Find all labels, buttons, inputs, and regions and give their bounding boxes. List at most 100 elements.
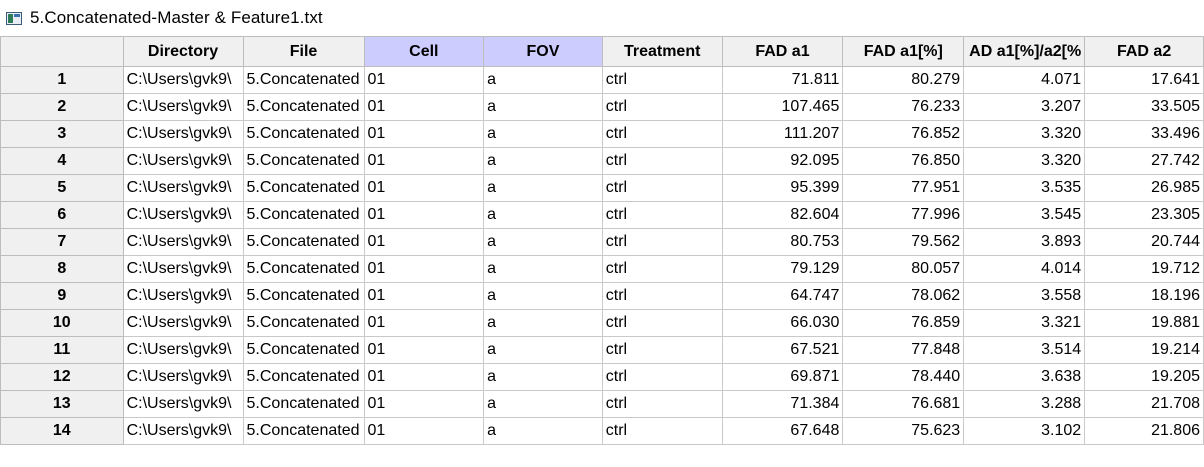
cell-cell[interactable]: 01 (363, 417, 485, 445)
row-number[interactable]: 12 (0, 363, 124, 391)
cell-fad-a1[interactable]: 67.521 (721, 336, 844, 364)
cell-fad-a1-percent[interactable]: 80.057 (842, 255, 965, 283)
cell-file[interactable]: 5.Concatenated (242, 336, 365, 364)
cell-fad-a1[interactable]: 95.399 (721, 174, 844, 202)
cell-file[interactable]: 5.Concatenated (242, 417, 365, 445)
cell-fad-a2[interactable]: 19.214 (1084, 336, 1204, 364)
cell-fad-a2[interactable]: 19.712 (1084, 255, 1204, 283)
row-number[interactable]: 13 (0, 390, 124, 418)
cell-directory[interactable]: C:\Users\gvk9\ (122, 93, 244, 121)
cell-directory[interactable]: C:\Users\gvk9\ (122, 309, 244, 337)
cell-fad-a1-percent[interactable]: 77.996 (842, 201, 965, 229)
cell-fad-a2[interactable]: 19.881 (1084, 309, 1204, 337)
cell-directory[interactable]: C:\Users\gvk9\ (122, 363, 244, 391)
cell-fad-a1-percent[interactable]: 79.562 (842, 228, 965, 256)
cell-fad-a1[interactable]: 71.811 (721, 66, 844, 94)
table-row[interactable]: 5 C:\Users\gvk9\ 5.Concatenated 01 a ctrl 95.3… (0, 174, 1204, 202)
cell-treatment[interactable]: ctrl (601, 390, 723, 418)
cell-file[interactable]: 5.Concatenated (242, 363, 365, 391)
cell-fov[interactable]: a (483, 363, 603, 391)
cell-fad-a2[interactable]: 17.641 (1084, 66, 1204, 94)
cell-file[interactable]: 5.Concatenated (242, 309, 365, 337)
column-header-treatment[interactable]: Treatment (601, 36, 723, 67)
cell-directory[interactable]: C:\Users\gvk9\ (122, 336, 244, 364)
table-row[interactable]: 10 C:\Users\gvk9\ 5.Concatenated 01 a ctrl 66.… (0, 309, 1204, 337)
cell-fad-a1-percent[interactable]: 76.233 (842, 93, 965, 121)
cell-fad-a1-a2-ratio[interactable]: 3.321 (963, 309, 1086, 337)
cell-fad-a1-percent[interactable]: 77.951 (842, 174, 965, 202)
cell-file[interactable]: 5.Concatenated (242, 282, 365, 310)
cell-directory[interactable]: C:\Users\gvk9\ (122, 417, 244, 445)
cell-fov[interactable]: a (483, 201, 603, 229)
cell-file[interactable]: 5.Concatenated (242, 201, 365, 229)
cell-fad-a2[interactable]: 19.205 (1084, 363, 1204, 391)
cell-fad-a1-a2-ratio[interactable]: 3.545 (963, 201, 1086, 229)
cell-directory[interactable]: C:\Users\gvk9\ (122, 255, 244, 283)
cell-cell[interactable]: 01 (363, 201, 485, 229)
row-number[interactable]: 8 (0, 255, 124, 283)
cell-fad-a2[interactable]: 21.806 (1084, 417, 1204, 445)
cell-treatment[interactable]: ctrl (601, 255, 723, 283)
cell-fad-a1-a2-ratio[interactable]: 3.558 (963, 282, 1086, 310)
table-row[interactable]: 3 C:\Users\gvk9\ 5.Concatenated 01 a ctrl 111.… (0, 120, 1204, 148)
cell-cell[interactable]: 01 (363, 336, 485, 364)
cell-fad-a1-percent[interactable]: 76.859 (842, 309, 965, 337)
corner-header[interactable] (0, 36, 124, 67)
cell-fad-a1-percent[interactable]: 78.440 (842, 363, 965, 391)
cell-file[interactable]: 5.Concatenated (242, 93, 365, 121)
cell-cell[interactable]: 01 (363, 282, 485, 310)
cell-fad-a1[interactable]: 107.465 (721, 93, 844, 121)
cell-directory[interactable]: C:\Users\gvk9\ (122, 66, 244, 94)
cell-treatment[interactable]: ctrl (601, 66, 723, 94)
cell-cell[interactable]: 01 (363, 174, 485, 202)
table-row[interactable]: 11 C:\Users\gvk9\ 5.Concatenated 01 a ctrl 67.… (0, 336, 1204, 364)
cell-file[interactable]: 5.Concatenated (242, 228, 365, 256)
cell-fad-a1-percent[interactable]: 75.623 (842, 417, 965, 445)
cell-fad-a1[interactable]: 80.753 (721, 228, 844, 256)
cell-fad-a1-a2-ratio[interactable]: 3.288 (963, 390, 1086, 418)
cell-fov[interactable]: a (483, 93, 603, 121)
cell-fov[interactable]: a (483, 228, 603, 256)
cell-file[interactable]: 5.Concatenated (242, 390, 365, 418)
cell-cell[interactable]: 01 (363, 390, 485, 418)
cell-cell[interactable]: 01 (363, 66, 485, 94)
column-header-directory[interactable]: Directory (122, 36, 244, 67)
cell-fad-a2[interactable]: 18.196 (1084, 282, 1204, 310)
table-row[interactable]: 2 C:\Users\gvk9\ 5.Concatenated 01 a ctrl 107.… (0, 93, 1204, 121)
row-number[interactable]: 3 (0, 120, 124, 148)
cell-fov[interactable]: a (483, 282, 603, 310)
cell-treatment[interactable]: ctrl (601, 120, 723, 148)
cell-fad-a1[interactable]: 79.129 (721, 255, 844, 283)
cell-directory[interactable]: C:\Users\gvk9\ (122, 201, 244, 229)
column-header-fad-a1-percent[interactable]: FAD a1[%] (842, 36, 965, 67)
cell-fad-a2[interactable]: 33.496 (1084, 120, 1204, 148)
cell-treatment[interactable]: ctrl (601, 147, 723, 175)
cell-cell[interactable]: 01 (363, 228, 485, 256)
cell-directory[interactable]: C:\Users\gvk9\ (122, 282, 244, 310)
cell-fad-a1-a2-ratio[interactable]: 3.514 (963, 336, 1086, 364)
cell-fad-a1[interactable]: 71.384 (721, 390, 844, 418)
cell-cell[interactable]: 01 (363, 93, 485, 121)
cell-fad-a1[interactable]: 69.871 (721, 363, 844, 391)
table-row[interactable]: 14 C:\Users\gvk9\ 5.Concatenated 01 a ctrl 67.… (0, 417, 1204, 445)
cell-fov[interactable]: a (483, 66, 603, 94)
row-number[interactable]: 1 (0, 66, 124, 94)
cell-fad-a1-percent[interactable]: 76.852 (842, 120, 965, 148)
cell-treatment[interactable]: ctrl (601, 363, 723, 391)
row-number[interactable]: 5 (0, 174, 124, 202)
row-number[interactable]: 10 (0, 309, 124, 337)
cell-fov[interactable]: a (483, 390, 603, 418)
cell-file[interactable]: 5.Concatenated (242, 120, 365, 148)
cell-treatment[interactable]: ctrl (601, 417, 723, 445)
cell-fad-a2[interactable]: 21.708 (1084, 390, 1204, 418)
cell-fad-a1-a2-ratio[interactable]: 3.893 (963, 228, 1086, 256)
cell-fad-a2[interactable]: 33.505 (1084, 93, 1204, 121)
cell-cell[interactable]: 01 (363, 120, 485, 148)
column-header-fov[interactable]: FOV (483, 36, 603, 67)
cell-fad-a2[interactable]: 23.305 (1084, 201, 1204, 229)
cell-fad-a2[interactable]: 27.742 (1084, 147, 1204, 175)
cell-treatment[interactable]: ctrl (601, 282, 723, 310)
cell-fad-a1[interactable]: 64.747 (721, 282, 844, 310)
cell-fad-a1-a2-ratio[interactable]: 3.535 (963, 174, 1086, 202)
cell-file[interactable]: 5.Concatenated (242, 255, 365, 283)
